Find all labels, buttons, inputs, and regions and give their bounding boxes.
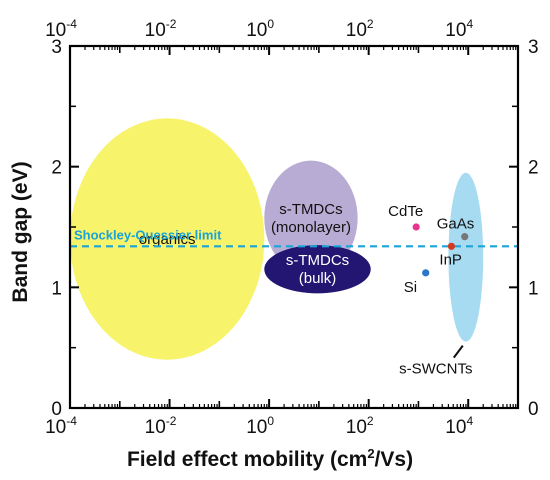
x-tick-base-top-0: 10 — [45, 20, 66, 41]
x-axis-title-tail: /Vs) — [375, 448, 414, 471]
y-tick-label-left-3: 3 — [51, 37, 62, 58]
x-tick-label-bottom-1: 10-2 — [145, 414, 177, 438]
reference-line-layer: Shockley-Quessier limit — [70, 227, 518, 248]
x-tick-base-top-4: 10 — [445, 20, 466, 41]
x-tick-exp-top-3: 2 — [367, 17, 374, 31]
point-gaas — [461, 233, 469, 241]
x-tick-base-bottom-0: 10 — [45, 417, 66, 438]
x-tick-exp-top-1: -2 — [166, 17, 177, 31]
x-tick-exp-bottom-1: -2 — [166, 414, 177, 428]
point-si — [422, 269, 430, 277]
region-s-swcnts — [448, 172, 484, 342]
x-axis-title-sup: 2 — [367, 446, 374, 461]
region-organics — [70, 118, 265, 360]
x-tick-label-top-4: 104 — [445, 17, 473, 41]
x-tick-base-bottom-1: 10 — [145, 417, 166, 438]
point-inp — [447, 242, 456, 250]
y-tick-label-left-0: 0 — [51, 399, 62, 420]
region-s-tmdcs-bulk- — [264, 245, 371, 294]
x-tick-label-top-1: 10-2 — [145, 17, 177, 41]
x-tick-label-bottom-0: 10-4 — [45, 414, 77, 438]
shockley-queisser-label: Shockley-Quessier limit — [74, 227, 222, 242]
region-label-s-tmdcs-bulk--1: (bulk) — [299, 270, 337, 287]
x-tick-exp-bottom-4: 4 — [466, 414, 473, 428]
x-tick-base-bottom-4: 10 — [445, 417, 466, 438]
point-label-inp: InP — [439, 251, 462, 268]
y-tick-label-right-0: 0 — [528, 399, 539, 420]
x-tick-label-bottom-2: 100 — [246, 414, 274, 438]
point-label-si: Si — [404, 279, 417, 296]
x-tick-exp-top-4: 4 — [466, 17, 473, 31]
points-layer: CdTe GaAs InP Si s-SWCNTs — [388, 203, 474, 378]
x-tick-label-top-3: 102 — [346, 17, 374, 41]
y-tick-label-left-2: 2 — [51, 158, 62, 179]
y-axis-title: Band gap (eV) — [9, 161, 32, 302]
swcnt-leader-line — [453, 345, 464, 359]
x-tick-base-top-1: 10 — [145, 20, 166, 41]
x-tick-exp-top-2: 0 — [267, 17, 274, 31]
x-axis-title-main: Field effect mobility (cm — [127, 448, 367, 471]
point-label-gaas: GaAs — [437, 216, 475, 233]
region-label-organics-0: organics — [139, 231, 196, 248]
x-tick-base-top-2: 10 — [246, 20, 267, 41]
y-tick-label-right-2: 2 — [528, 158, 539, 179]
region-label-s-tmdcs-monolayer--1: (monolayer) — [271, 219, 351, 236]
swcnt-label: s-SWCNTs — [399, 361, 472, 378]
x-tick-label-top-0: 10-4 — [45, 17, 77, 41]
region-label-s-tmdcs-bulk--0: s-TMDCs — [286, 252, 349, 269]
x-tick-base-bottom-2: 10 — [246, 417, 267, 438]
x-tick-exp-bottom-3: 2 — [367, 414, 374, 428]
y-tick-label-left-1: 1 — [51, 278, 62, 299]
y-tick-label-right-1: 1 — [528, 278, 539, 299]
x-axis-title: Field effect mobility (cm2/Vs) — [127, 446, 413, 471]
x-tick-exp-bottom-2: 0 — [267, 414, 274, 428]
x-tick-label-bottom-3: 102 — [346, 414, 374, 438]
x-tick-exp-top-0: -4 — [66, 17, 77, 31]
x-tick-exp-bottom-0: -4 — [66, 414, 77, 428]
point-cdte — [412, 223, 420, 231]
y-tick-label-right-3: 3 — [528, 37, 539, 58]
region-label-s-tmdcs-monolayer--0: s-TMDCs — [279, 201, 342, 218]
x-tick-base-bottom-3: 10 — [346, 417, 367, 438]
x-tick-label-bottom-4: 104 — [445, 414, 473, 438]
point-label-cdte: CdTe — [388, 203, 423, 220]
x-tick-base-top-3: 10 — [346, 20, 367, 41]
x-tick-label-top-2: 100 — [246, 17, 274, 41]
